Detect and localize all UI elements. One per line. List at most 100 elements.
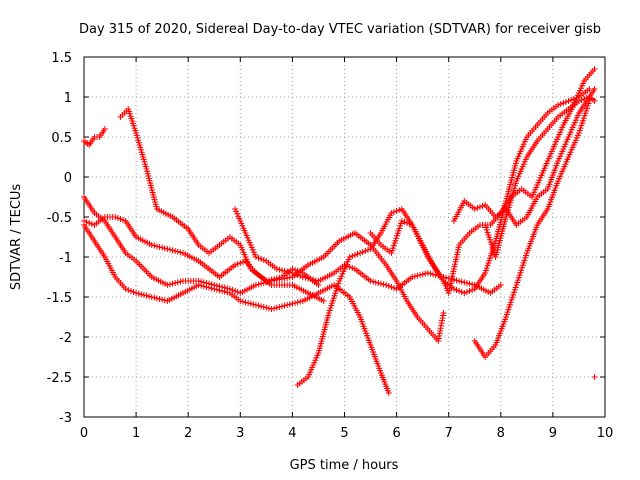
y-tick-label: 0 bbox=[64, 171, 72, 186]
data-point bbox=[388, 210, 395, 216]
x-tick-label: 5 bbox=[340, 426, 348, 441]
data-point bbox=[591, 86, 598, 92]
y-tick-label: -1.5 bbox=[47, 291, 72, 306]
data-point bbox=[156, 296, 163, 302]
data-point bbox=[458, 278, 465, 285]
data-point bbox=[112, 214, 119, 220]
data-point bbox=[143, 292, 150, 299]
data-point bbox=[414, 272, 421, 279]
series-track-10 bbox=[471, 98, 593, 360]
data-point bbox=[388, 284, 395, 290]
data-point bbox=[450, 286, 457, 292]
data-point bbox=[242, 299, 249, 306]
data-point bbox=[156, 244, 163, 250]
data-point bbox=[390, 209, 397, 215]
data-point bbox=[247, 300, 254, 307]
data-point bbox=[195, 282, 202, 288]
data-point bbox=[417, 272, 424, 278]
series-track-1 bbox=[81, 126, 108, 148]
chart-title: Day 315 of 2020, Sidereal Day-to-day VTE… bbox=[79, 22, 601, 37]
data-point bbox=[286, 269, 293, 276]
data-point bbox=[258, 303, 265, 310]
grid bbox=[84, 57, 605, 417]
data-point bbox=[289, 300, 296, 307]
data-point bbox=[469, 281, 476, 288]
data-point bbox=[237, 260, 244, 266]
data-point bbox=[239, 298, 246, 305]
data-point bbox=[456, 278, 463, 284]
data-point bbox=[385, 390, 392, 396]
data-point bbox=[297, 273, 304, 279]
data-point bbox=[349, 265, 356, 271]
data-point bbox=[305, 275, 312, 282]
data-point bbox=[419, 271, 426, 278]
data-point bbox=[385, 283, 392, 289]
data-point bbox=[151, 294, 158, 301]
x-tick-label: 9 bbox=[549, 426, 557, 441]
data-point bbox=[135, 290, 142, 297]
data-point bbox=[216, 287, 223, 294]
x-tick-label: 3 bbox=[236, 426, 244, 441]
x-tick-label: 1 bbox=[132, 426, 140, 441]
data-point bbox=[172, 280, 179, 286]
data-point bbox=[252, 254, 259, 260]
data-point bbox=[409, 274, 416, 280]
data-point bbox=[362, 248, 369, 254]
data-point bbox=[367, 278, 374, 284]
data-point bbox=[127, 288, 134, 294]
data-point bbox=[565, 98, 572, 104]
data-point bbox=[357, 250, 364, 256]
data-point bbox=[260, 280, 267, 286]
data-point bbox=[159, 296, 166, 303]
data-point bbox=[284, 302, 291, 308]
x-tick-label: 4 bbox=[288, 426, 296, 441]
data-point bbox=[411, 273, 418, 280]
data-point bbox=[281, 268, 288, 274]
data-point bbox=[198, 282, 205, 289]
x-axis-label: GPS time / hours bbox=[290, 458, 399, 473]
data-point bbox=[453, 287, 460, 293]
data-point bbox=[581, 96, 588, 102]
data-point bbox=[292, 271, 299, 277]
data-point bbox=[252, 302, 259, 308]
data-point bbox=[461, 290, 468, 296]
series-track-9 bbox=[450, 86, 598, 228]
data-point bbox=[255, 302, 262, 309]
data-point bbox=[302, 274, 309, 281]
data-point bbox=[286, 301, 293, 308]
data-point bbox=[234, 261, 241, 267]
data-point bbox=[294, 272, 301, 278]
data-point bbox=[372, 279, 379, 286]
data-point bbox=[578, 97, 585, 103]
data-point bbox=[346, 254, 353, 260]
data-point bbox=[453, 277, 460, 284]
data-point bbox=[299, 274, 306, 280]
y-tick-label: -3 bbox=[59, 411, 72, 426]
data-point bbox=[265, 278, 272, 285]
data-point bbox=[130, 289, 137, 295]
y-tick-label: 0.5 bbox=[51, 131, 72, 146]
data-point bbox=[268, 306, 275, 312]
data-point bbox=[424, 270, 431, 276]
y-tick-label: 1.5 bbox=[51, 51, 72, 66]
data-point bbox=[174, 248, 181, 255]
data-point bbox=[208, 285, 215, 292]
y-tick-label: -0.5 bbox=[47, 211, 72, 226]
data-point bbox=[359, 249, 366, 255]
series-track-5 bbox=[81, 222, 392, 396]
data-point bbox=[479, 203, 486, 209]
data-point bbox=[164, 246, 171, 252]
data-point bbox=[278, 267, 285, 274]
data-point bbox=[466, 288, 473, 294]
data-point bbox=[466, 280, 473, 287]
data-point bbox=[260, 304, 267, 310]
data-point bbox=[370, 278, 377, 285]
series-track-2 bbox=[117, 106, 322, 288]
data-point bbox=[153, 295, 160, 302]
series-track-7 bbox=[294, 86, 593, 388]
data-point bbox=[203, 284, 210, 290]
data-point bbox=[351, 252, 358, 258]
data-point bbox=[273, 304, 280, 311]
data-point bbox=[557, 101, 564, 107]
data-marks bbox=[81, 66, 598, 396]
